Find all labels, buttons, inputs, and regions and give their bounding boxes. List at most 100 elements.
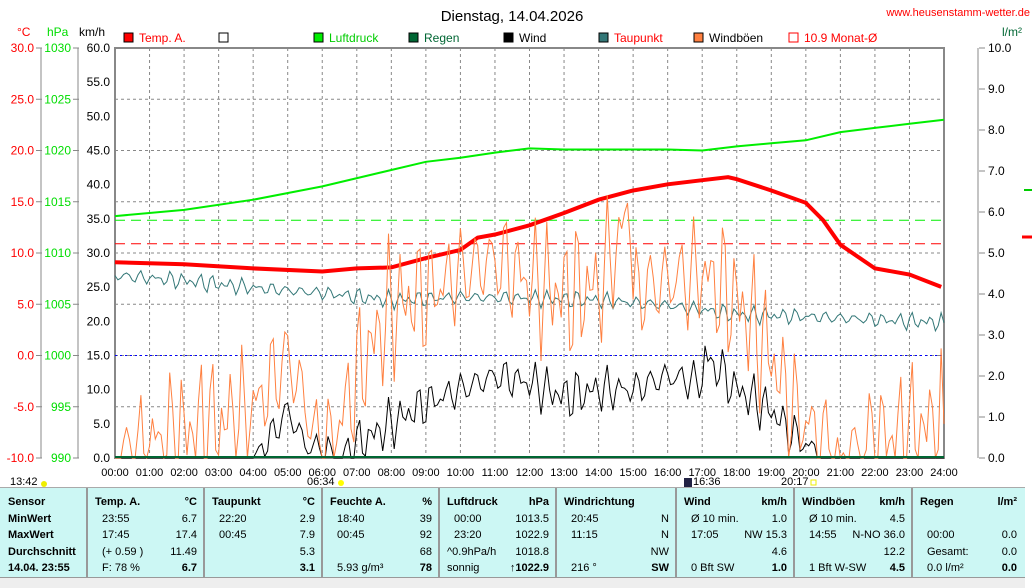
row-value: 12.2 xyxy=(883,545,905,558)
row-value: ↑1022.9 xyxy=(509,562,549,574)
hpa-tick-label: 995 xyxy=(51,400,71,414)
x-tick-label: 15:00 xyxy=(619,467,647,479)
kmh-tick-label: 5.0 xyxy=(93,417,110,431)
kmh-tick-label: 0.0 xyxy=(93,451,110,465)
row-value: NW xyxy=(650,545,669,558)
row-value: 4.6 xyxy=(771,545,787,558)
row-value: N xyxy=(661,529,669,541)
rain-tick-label: 10.0 xyxy=(988,41,1012,55)
temp-tick-label: 5.0 xyxy=(17,297,34,311)
stats-column: Windböen km/h Ø 10 min. 4.5 14:55 N-NO 36.0 12… xyxy=(795,488,913,578)
kmh-tick-label: 10.0 xyxy=(87,383,111,397)
kmh-tick-label: 55.0 xyxy=(87,75,111,89)
row-label: Ø 10 min. xyxy=(809,512,857,525)
stats-column: Regen l/m² 00:00 0.0 Gesamt: 0.0 0.0 l/m² 0.0 xyxy=(913,488,1023,578)
weather-chart: Dienstag, 14.04.2026 www.heusenstamm-wett… xyxy=(7,7,1032,487)
row-label: ^0.9hPa/h xyxy=(447,545,497,558)
row-value: 3.1 xyxy=(299,562,315,574)
row-label: 23:55 xyxy=(102,512,130,525)
column-header: Feuchte A. xyxy=(330,496,386,508)
x-tick-label: 19:00 xyxy=(758,467,786,479)
row-value: 0.0 xyxy=(1001,529,1017,541)
rain-tick-label: 5.0 xyxy=(988,246,1005,260)
row-value: 1018.8 xyxy=(515,545,549,558)
row-value: 1.0 xyxy=(771,562,787,574)
row-label: MinWert xyxy=(8,512,52,525)
column-header: Taupunkt xyxy=(212,496,261,508)
moon-icon xyxy=(41,481,47,487)
row-value: 7.9 xyxy=(299,529,315,541)
row-value: 1022.9 xyxy=(515,529,549,541)
row-value: 39 xyxy=(419,512,432,525)
legend-swatch xyxy=(598,32,609,43)
x-tick-label: 03:00 xyxy=(205,467,233,479)
hpa-tick-label: 1000 xyxy=(44,349,71,363)
hpa-axis-label: hPa xyxy=(47,25,69,39)
row-value: 5.3 xyxy=(299,545,315,558)
kmh-tick-label: 15.0 xyxy=(87,349,111,363)
row-value: 78 xyxy=(419,562,432,574)
series-windb-en xyxy=(115,195,945,460)
rain-tick-label: 3.0 xyxy=(988,328,1005,342)
row-label: (+ 0.59 ) xyxy=(102,545,144,558)
row-label: 20:45 xyxy=(571,512,599,525)
column-header: Luftdruck xyxy=(447,496,498,508)
sunrise-time: 06:34 xyxy=(307,476,335,487)
temp-tick-label: -5.0 xyxy=(13,400,34,414)
legend-label: Temp. A. xyxy=(139,31,186,45)
column-unit: % xyxy=(422,496,432,508)
legend-label: Luftdruck xyxy=(329,31,379,45)
moonrise-time: 16:36 xyxy=(693,476,721,487)
x-tick-label: 12:00 xyxy=(516,467,544,479)
row-label: 1 Bft W-SW xyxy=(809,562,867,574)
row-label: Gesamt: xyxy=(927,545,969,558)
stats-column: Windrichtung 20:45 N 11:15 N NW 216 ° SW xyxy=(557,488,677,578)
legend-swatch xyxy=(218,32,229,43)
rain-tick-label: 8.0 xyxy=(988,123,1005,137)
legend-label: Regen xyxy=(424,31,459,45)
row-value: 2.9 xyxy=(299,512,315,525)
column-unit: km/h xyxy=(879,496,905,508)
series-luftdruck xyxy=(114,118,945,218)
row-value: 6.7 xyxy=(181,562,197,574)
stats-column: Wind km/h Ø 10 min. 1.0 17:05 NW 15.3 4.6 0 Bft… xyxy=(677,488,795,578)
temp-tick-label: 20.0 xyxy=(11,144,35,158)
legend-swatch xyxy=(788,32,799,43)
column-unit: hPa xyxy=(528,496,549,508)
x-tick-label: 10:00 xyxy=(447,467,475,479)
x-tick-label: 01:00 xyxy=(136,467,164,479)
x-tick-label: 11:00 xyxy=(482,467,509,479)
stats-column: Luftdruck hPa 00:00 1013.5 23:20 1022.9 ^0.9hP… xyxy=(440,488,557,578)
moonset-time: 13:42 xyxy=(10,476,38,487)
x-tick-label: 21:00 xyxy=(827,467,855,479)
column-unit: km/h xyxy=(761,496,787,508)
x-tick-label: 16:00 xyxy=(654,467,682,479)
legend-label: 10.9 Monat-Ø xyxy=(804,31,877,45)
temp-axis-label: °C xyxy=(17,25,31,39)
rain-tick-label: 9.0 xyxy=(988,82,1005,96)
row-value: 1013.5 xyxy=(515,512,549,525)
row-value: 92 xyxy=(419,529,432,541)
sunset-icon xyxy=(810,479,817,486)
temp-tick-label: 30.0 xyxy=(11,41,35,55)
rain-tick-label: 2.0 xyxy=(988,369,1005,383)
x-tick-label: 22:00 xyxy=(861,467,889,479)
row-label: 23:20 xyxy=(454,529,482,541)
row-value: 4.5 xyxy=(889,562,905,574)
row-value: N xyxy=(661,512,669,525)
hpa-tick-label: 1020 xyxy=(44,144,71,158)
row-label: 00:45 xyxy=(219,529,247,541)
stats-panel: Sensor MinWert MaxWert Durchschnitt 14.04. 2… xyxy=(0,487,1025,578)
column-header: Regen xyxy=(920,496,954,508)
rain-tick-label: 0.0 xyxy=(988,451,1005,465)
temp-tick-label: 10.0 xyxy=(11,246,35,260)
temp-tick-label: 0.0 xyxy=(17,349,34,363)
x-tick-label: 09:00 xyxy=(412,467,440,479)
stats-column: Temp. A. °C 23:55 6.7 17:45 17.4 (+ 0.59 ) 11.4… xyxy=(88,488,205,578)
row-label: 00:00 xyxy=(454,512,482,525)
x-tick-label: 00:00 xyxy=(101,467,129,479)
row-label: 00:00 xyxy=(927,529,955,541)
row-label: 0.0 l/m² xyxy=(927,562,964,574)
row-label: 11:15 xyxy=(571,529,598,541)
rain-axis-label: l/m² xyxy=(1002,25,1022,39)
